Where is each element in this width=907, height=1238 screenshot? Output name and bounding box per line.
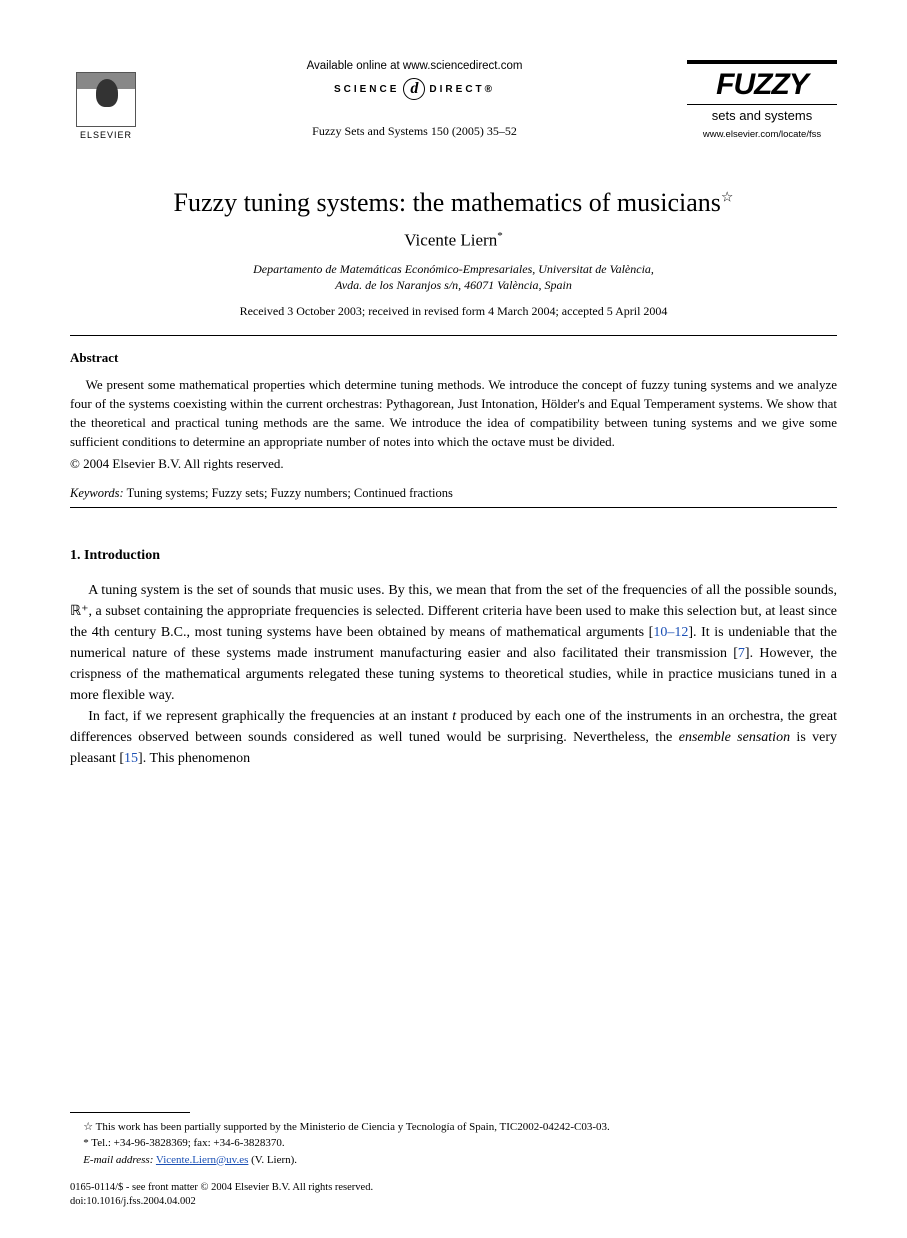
- citation-link-7[interactable]: 7: [738, 646, 745, 661]
- journal-logo: FUZZY sets and systems www.elsevier.com/…: [687, 60, 837, 140]
- publisher-logo: ELSEVIER: [70, 60, 142, 140]
- p2a: In fact, if we represent graphically the…: [88, 709, 452, 724]
- citation-link-10-12[interactable]: 10–12: [653, 625, 688, 640]
- footnote-email: E-mail address: Vicente.Liern@uv.es (V. …: [70, 1152, 837, 1169]
- sd-right: DIRECT®: [429, 84, 495, 95]
- journal-title: FUZZY: [687, 70, 837, 100]
- page-footer: 0165-0114/$ - see front matter © 2004 El…: [70, 1181, 837, 1210]
- header-center: Available online at www.sciencedirect.co…: [142, 60, 687, 139]
- author-name: Vicente Liern: [404, 231, 497, 250]
- keywords-text: Tuning systems; Fuzzy sets; Fuzzy number…: [127, 486, 453, 500]
- article-dates: Received 3 October 2003; received in rev…: [70, 304, 837, 319]
- p2-it-ensemble: ensemble sensation: [679, 730, 790, 745]
- sciencedirect-logo: SCIENCE d DIRECT®: [334, 78, 495, 100]
- keywords-line: Keywords: Tuning systems; Fuzzy sets; Fu…: [70, 486, 837, 501]
- abstract-body: We present some mathematical properties …: [70, 376, 837, 451]
- p2d: ]. This phenomenon: [138, 751, 250, 766]
- author-line: Vicente Liern*: [70, 230, 837, 251]
- available-online-text: Available online at www.sciencedirect.co…: [162, 60, 667, 72]
- affiliation-line1: Departamento de Matemáticas Económico-Em…: [253, 262, 654, 276]
- issn-line: 0165-0114/$ - see front matter © 2004 El…: [70, 1181, 837, 1196]
- citation-line: Fuzzy Sets and Systems 150 (2005) 35–52: [162, 124, 667, 139]
- title-text: Fuzzy tuning systems: the mathematics of…: [174, 188, 721, 217]
- citation-link-15[interactable]: 15: [124, 751, 138, 766]
- sd-left: SCIENCE: [334, 84, 399, 95]
- email-owner: (V. Liern).: [251, 1154, 297, 1166]
- title-footnote-mark: ☆: [721, 190, 734, 205]
- intro-para-1: A tuning system is the set of sounds tha…: [70, 580, 837, 706]
- affiliation: Departamento de Matemáticas Económico-Em…: [70, 261, 837, 295]
- article-title: Fuzzy tuning systems: the mathematics of…: [70, 188, 837, 218]
- email-link[interactable]: Vicente.Liern@uv.es: [156, 1154, 248, 1166]
- journal-url: www.elsevier.com/locate/fss: [687, 129, 837, 140]
- publisher-name: ELSEVIER: [80, 130, 132, 140]
- abstract-heading: Abstract: [70, 350, 837, 366]
- doi-line: doi:10.1016/j.fss.2004.04.002: [70, 1195, 837, 1210]
- rule-above-abstract: [70, 335, 837, 336]
- author-corresp-mark: *: [497, 230, 503, 242]
- journal-subtitle: sets and systems: [687, 104, 837, 123]
- intro-para-2: In fact, if we represent graphically the…: [70, 706, 837, 769]
- elsevier-tree-icon: [76, 72, 136, 127]
- affiliation-line2: Avda. de los Naranjos s/n, 46071 Valènci…: [335, 278, 572, 292]
- keywords-label: Keywords:: [70, 486, 124, 500]
- section-1-heading: 1. Introduction: [70, 548, 837, 564]
- footnote-contact: * Tel.: +34-96-3828369; fax: +34-6-38283…: [70, 1135, 837, 1152]
- journal-bars-icon: [687, 60, 837, 64]
- footnotes-block: ☆ This work has been partially supported…: [70, 1112, 837, 1169]
- footnote-rule: [70, 1112, 190, 1113]
- header: ELSEVIER Available online at www.science…: [70, 60, 837, 140]
- abstract-copyright: © 2004 Elsevier B.V. All rights reserved…: [70, 456, 837, 472]
- footnote-funding: ☆ This work has been partially supported…: [70, 1119, 837, 1136]
- rule-below-keywords: [70, 507, 837, 508]
- sd-orb-icon: d: [403, 78, 425, 100]
- email-label: E-mail address:: [83, 1154, 153, 1166]
